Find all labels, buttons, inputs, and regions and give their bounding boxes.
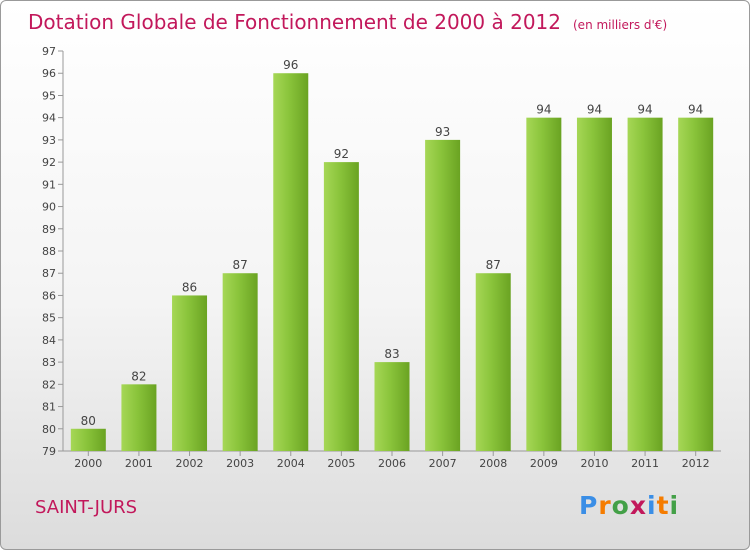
y-tick-label: 88 xyxy=(42,245,56,258)
data-label: 82 xyxy=(131,369,146,383)
x-tick-label: 2003 xyxy=(226,457,254,470)
x-tick-label: 2011 xyxy=(631,457,659,470)
data-label: 94 xyxy=(637,103,652,117)
bar xyxy=(121,384,157,451)
commune-name: SAINT-JURS xyxy=(35,497,138,518)
y-tick-label: 90 xyxy=(42,201,56,214)
bar xyxy=(222,273,258,451)
y-tick-label: 97 xyxy=(42,45,56,58)
data-label: 87 xyxy=(233,258,248,272)
data-label: 86 xyxy=(182,280,197,294)
data-label: 87 xyxy=(486,258,501,272)
y-tick-label: 92 xyxy=(42,156,56,169)
logo-letter: i xyxy=(647,491,657,520)
x-tick-label: 2001 xyxy=(125,457,153,470)
data-label: 80 xyxy=(81,414,96,428)
x-tick-label: 2010 xyxy=(580,457,608,470)
bar xyxy=(374,362,410,451)
bar xyxy=(323,162,359,451)
y-tick-label: 86 xyxy=(42,289,56,302)
y-tick-label: 79 xyxy=(42,445,56,458)
y-tick-label: 82 xyxy=(42,378,56,391)
logo-letter: i xyxy=(669,491,680,520)
unit-note: (en milliers d'€) xyxy=(573,18,668,32)
y-tick-label: 87 xyxy=(42,267,56,280)
y-tick-label: 91 xyxy=(42,178,56,191)
data-label: 93 xyxy=(435,125,450,139)
x-tick-label: 2007 xyxy=(429,457,457,470)
y-tick-label: 93 xyxy=(42,134,56,147)
bar xyxy=(627,117,663,452)
proxiti-logo: Proxiti xyxy=(579,491,679,520)
data-label: 92 xyxy=(334,147,349,161)
data-label: 83 xyxy=(384,347,399,361)
y-tick-label: 96 xyxy=(42,67,56,80)
title-text: Dotation Globale de Fonctionnement de 20… xyxy=(28,10,561,34)
y-tick-label: 80 xyxy=(42,423,56,436)
bar xyxy=(172,295,208,451)
x-tick-label: 2009 xyxy=(530,457,558,470)
x-tick-label: 2005 xyxy=(327,457,355,470)
y-tick-label: 94 xyxy=(42,112,56,125)
x-tick-label: 2000 xyxy=(74,457,102,470)
bar xyxy=(425,139,461,451)
y-tick-label: 84 xyxy=(42,334,56,347)
x-tick-label: 2002 xyxy=(176,457,204,470)
bar xyxy=(273,73,309,451)
y-tick-label: 85 xyxy=(42,312,56,325)
chart-title: Dotation Globale de Fonctionnement de 20… xyxy=(28,10,667,34)
logo-letter: o xyxy=(611,491,630,520)
y-tick-label: 95 xyxy=(42,89,56,102)
data-label: 94 xyxy=(536,103,551,117)
logo-letter: P xyxy=(579,491,599,520)
bar xyxy=(526,117,562,452)
bar xyxy=(475,273,511,451)
x-tick-label: 2008 xyxy=(479,457,507,470)
y-tick-label: 83 xyxy=(42,356,56,369)
logo-letter: r xyxy=(598,491,612,520)
bar xyxy=(70,428,106,451)
data-label: 94 xyxy=(587,103,602,117)
data-label: 94 xyxy=(688,103,703,117)
bar xyxy=(576,117,612,452)
data-label: 96 xyxy=(283,58,298,72)
y-tick-label: 89 xyxy=(42,223,56,236)
y-tick-label: 81 xyxy=(42,401,56,414)
bar xyxy=(678,117,714,452)
x-tick-label: 2004 xyxy=(277,457,305,470)
x-tick-label: 2012 xyxy=(682,457,710,470)
x-tick-label: 2006 xyxy=(378,457,406,470)
logo-letter: x xyxy=(629,491,647,520)
logo-letter: t xyxy=(656,491,670,520)
